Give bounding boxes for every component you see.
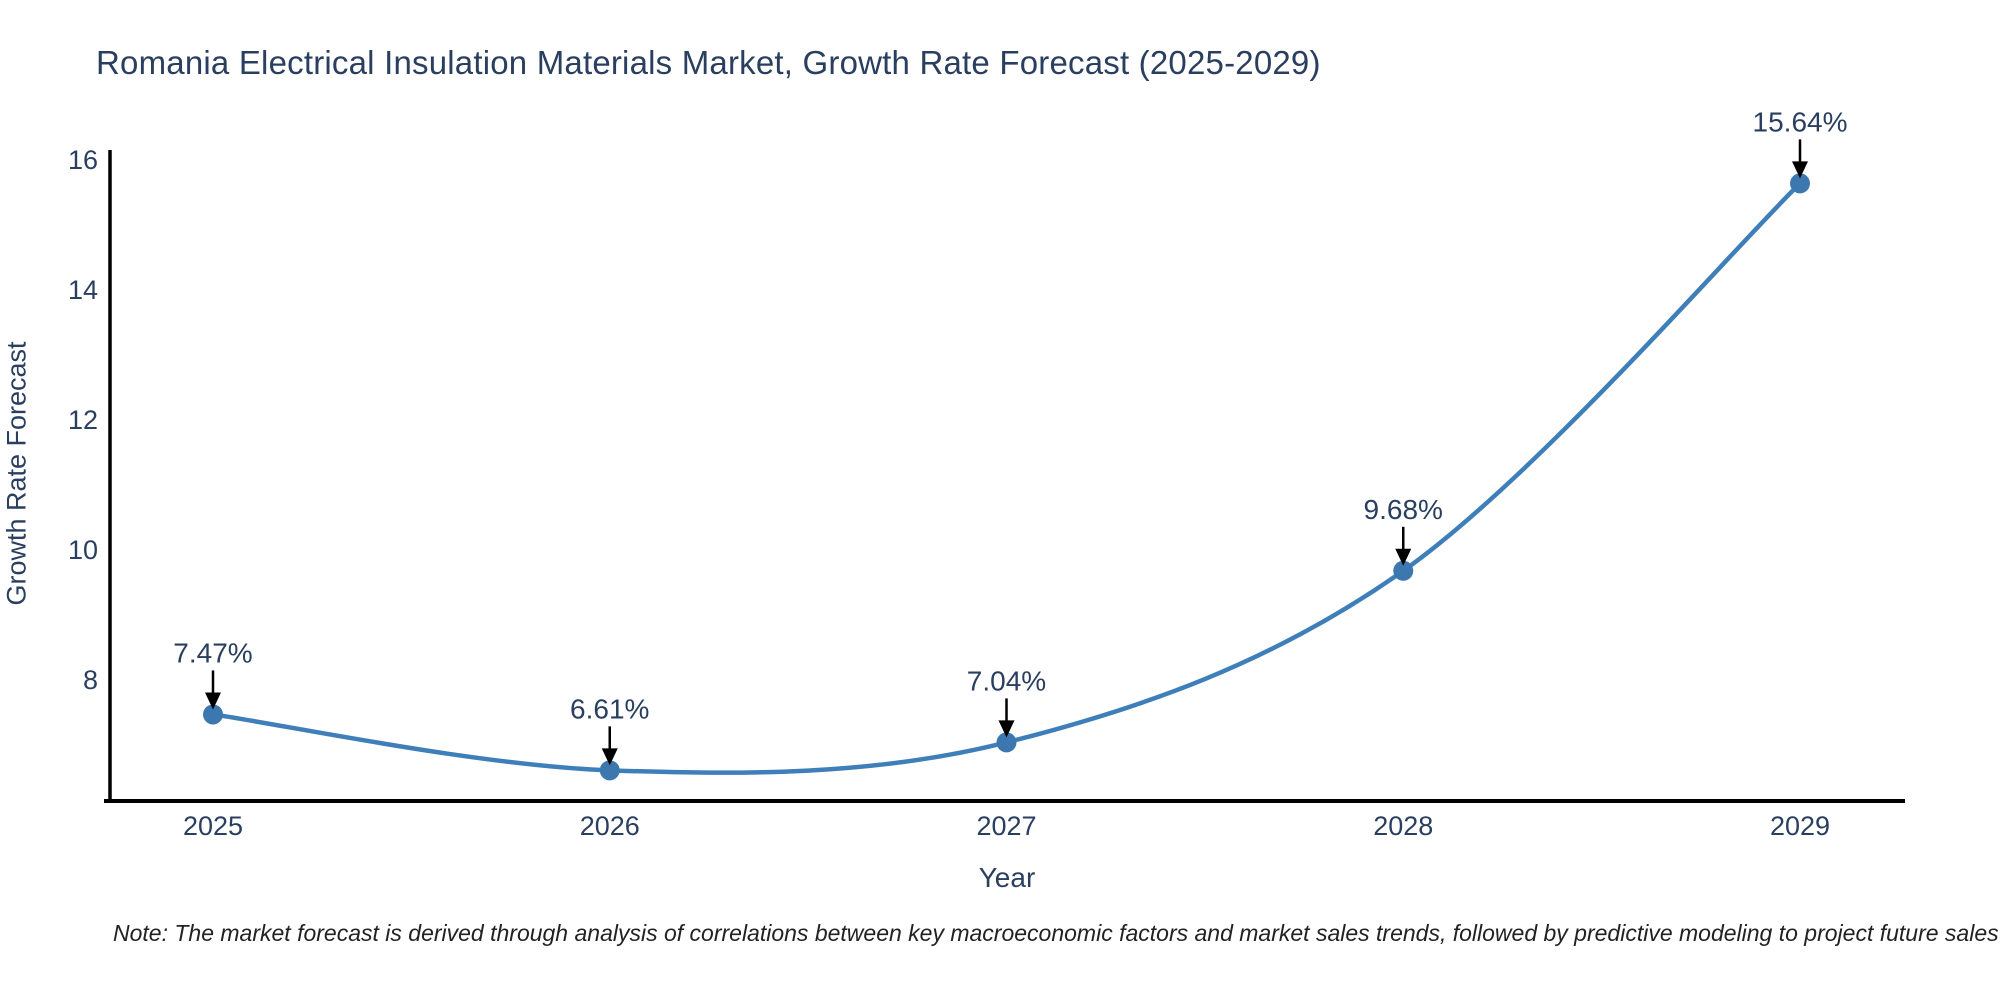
annotation-label: 6.61%	[570, 693, 649, 724]
x-axis-title: Year	[978, 862, 1036, 893]
y-tick-label: 12	[68, 405, 98, 435]
x-tick-label: 2026	[580, 811, 640, 841]
x-tick-label: 2029	[1770, 811, 1830, 841]
y-tick-label: 16	[68, 145, 98, 175]
x-tick-label: 2027	[976, 811, 1036, 841]
footnote: Note: The market forecast is derived thr…	[113, 920, 1999, 946]
data-point-marker	[1790, 173, 1810, 194]
data-point-marker	[996, 732, 1017, 753]
annotation-label: 9.68%	[1364, 494, 1443, 525]
y-tick-label: 10	[68, 535, 98, 565]
y-tick-label: 14	[68, 275, 98, 305]
annotation-label: 7.04%	[967, 665, 1046, 696]
x-tick-label: 2028	[1373, 811, 1433, 841]
y-tick-label: 8	[83, 665, 98, 695]
data-point-marker	[599, 760, 620, 781]
annotation-label: 7.47%	[173, 637, 252, 668]
annotation-arrowhead	[205, 692, 221, 710]
annotation-arrowhead	[998, 720, 1015, 738]
annotation-arrowhead	[1395, 548, 1412, 566]
data-point-marker	[1393, 560, 1414, 581]
annotation-arrowhead	[1792, 161, 1808, 179]
annotation-arrowhead	[601, 748, 618, 766]
annotation-label: 15.64%	[1753, 106, 1848, 137]
x-tick-label: 2025	[183, 811, 243, 841]
chart-title: Romania Electrical Insulation Materials …	[96, 44, 1321, 81]
data-point-marker	[203, 704, 223, 725]
